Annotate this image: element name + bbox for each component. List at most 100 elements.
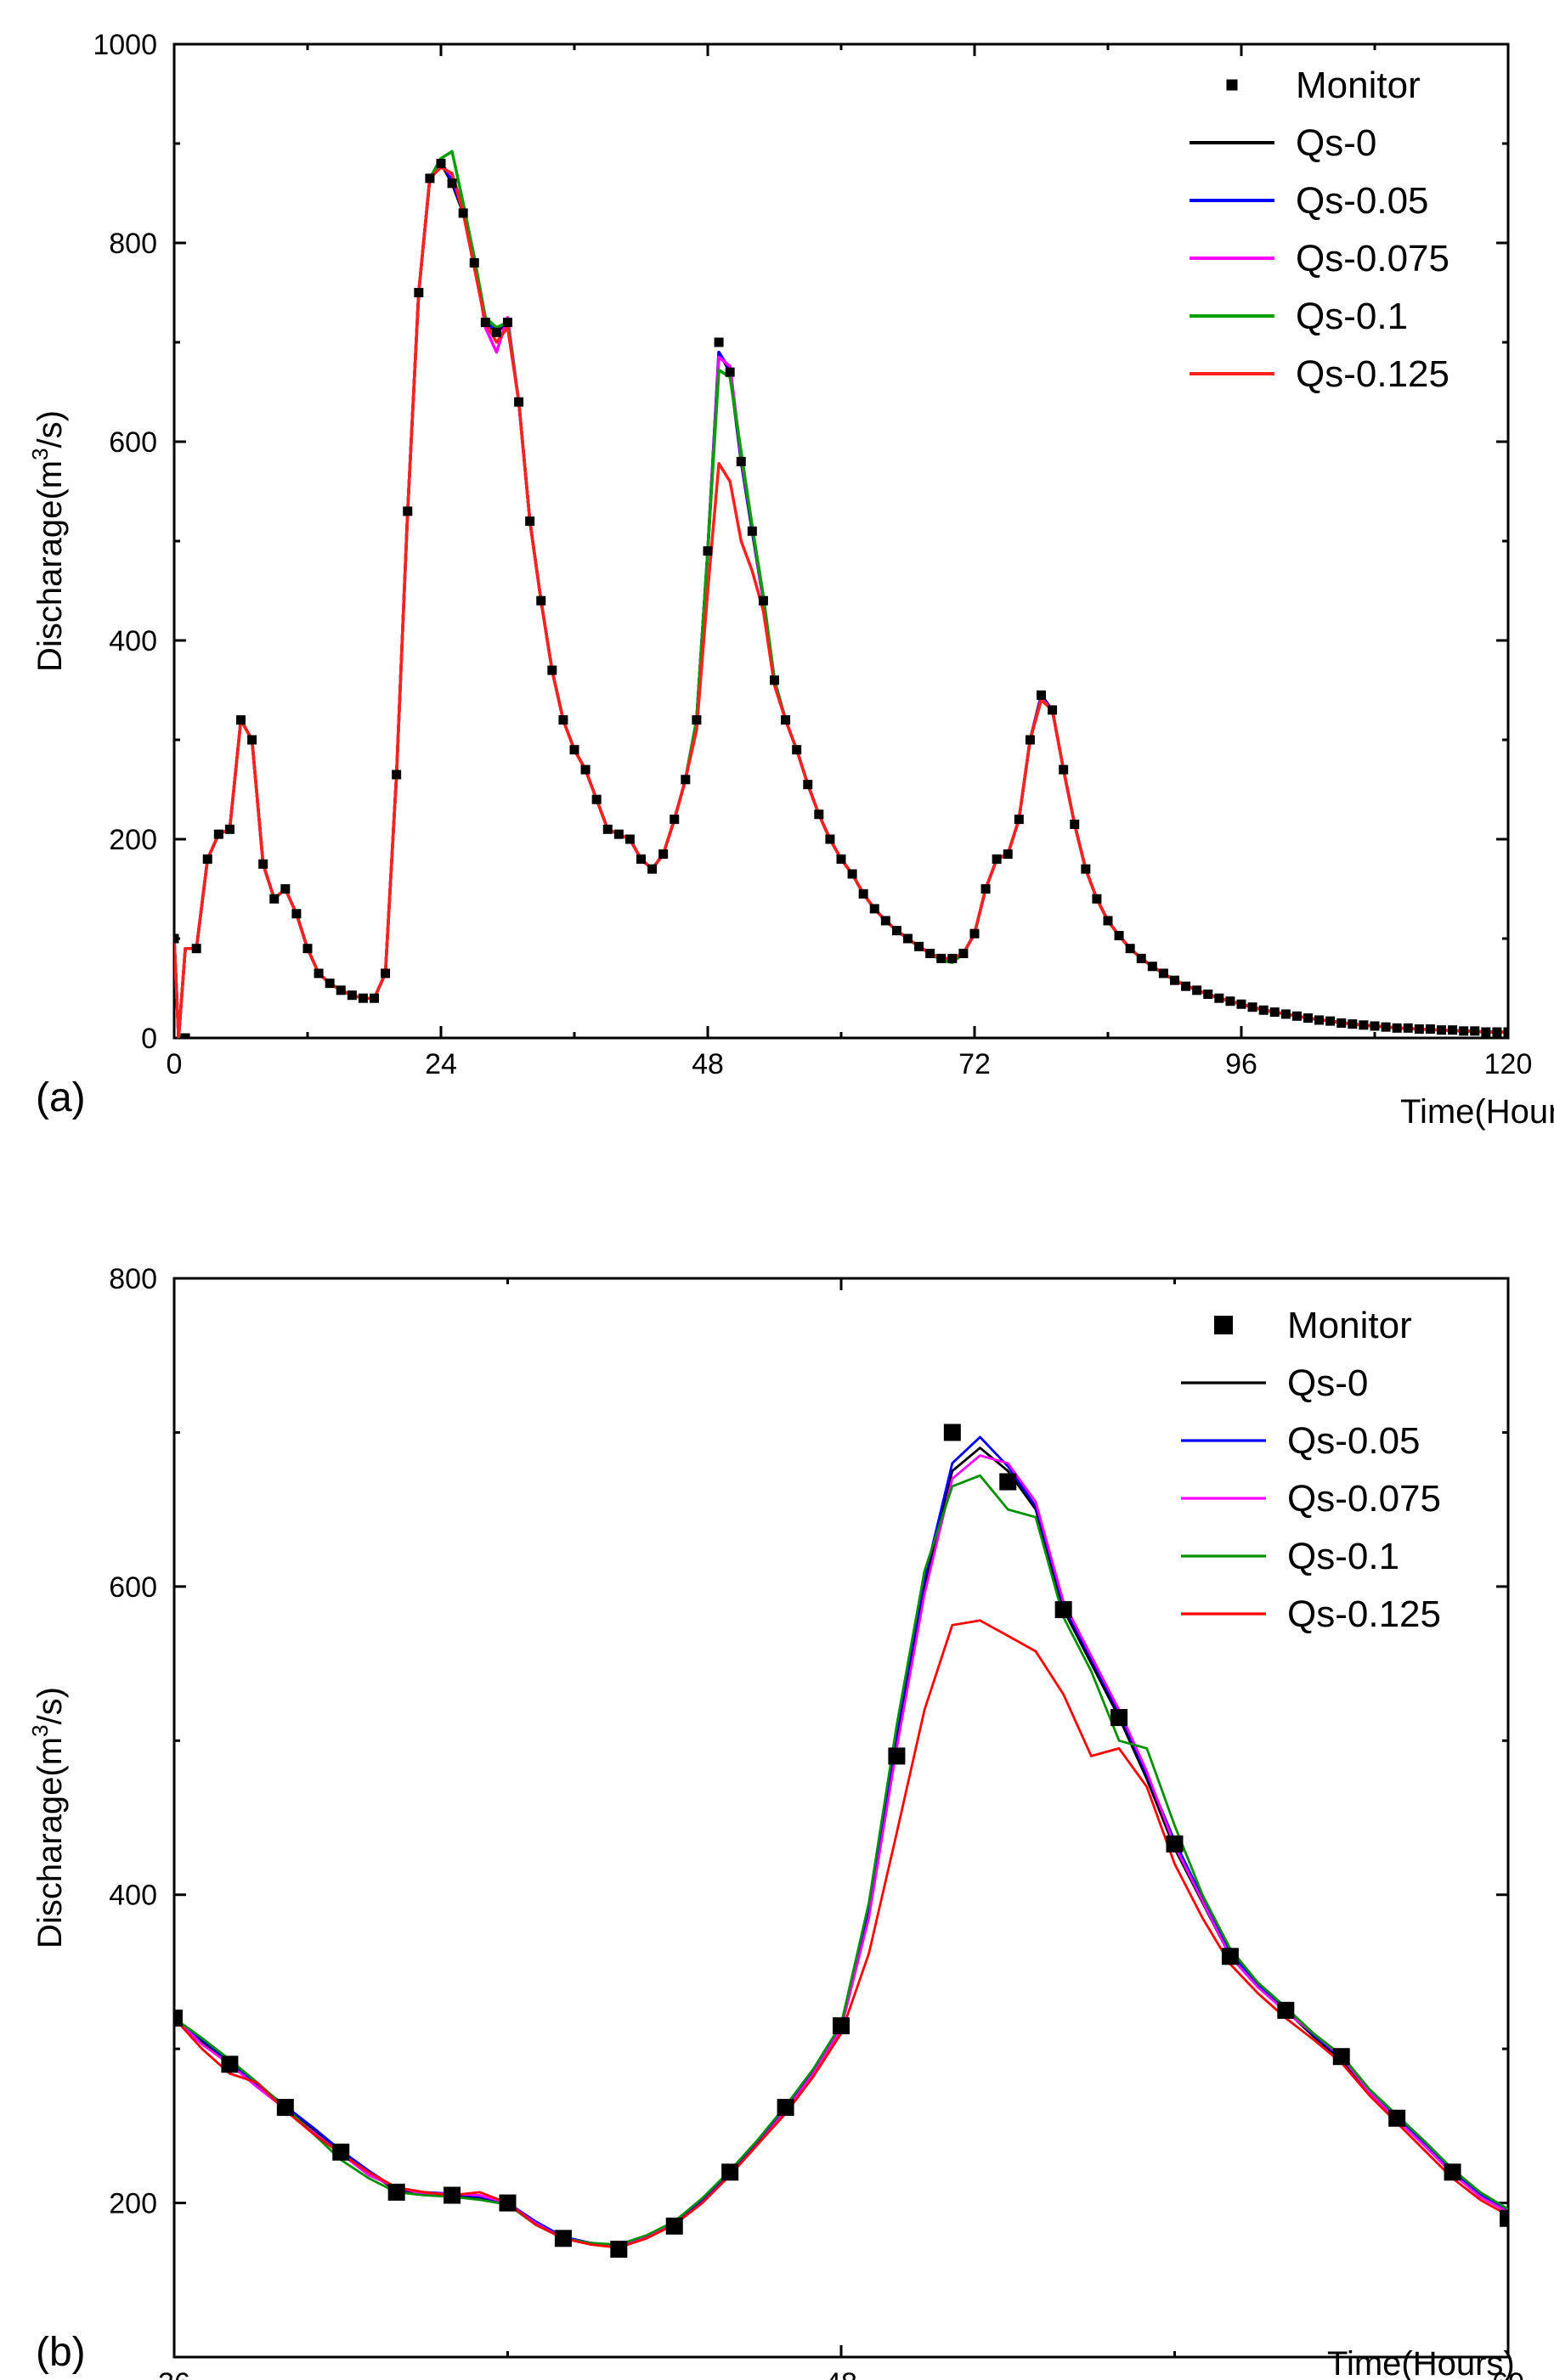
monitor-point xyxy=(803,780,813,790)
monitor-point xyxy=(758,595,768,606)
x-tick-label: 48 xyxy=(692,1048,724,1080)
monitor-point xyxy=(1247,1002,1257,1012)
monitor-point xyxy=(1503,1027,1508,1037)
monitor-point xyxy=(1092,894,1102,904)
legend-label: Qs-0.05 xyxy=(1296,180,1429,222)
monitor-point xyxy=(777,2099,794,2117)
monitor-point xyxy=(1325,1016,1336,1026)
monitor-point xyxy=(1470,1026,1480,1036)
monitor-point xyxy=(387,2183,405,2201)
y-tick-label: 600 xyxy=(109,1571,157,1604)
monitor-point xyxy=(269,894,280,904)
monitor-point xyxy=(213,829,223,839)
legend-label: Qs-0.075 xyxy=(1287,1478,1441,1520)
monitor-point xyxy=(1114,930,1124,940)
x-tick-label: 24 xyxy=(425,1048,457,1080)
x-tick-label: 36 xyxy=(158,2367,190,2380)
legend-marker-monitor xyxy=(1214,1316,1233,1334)
monitor-point xyxy=(247,735,257,745)
chart-a: 0 24 48 72 96 120 0 200 400 600 800 1000 Discharage(… xyxy=(27,29,1554,1131)
monitor-point xyxy=(1459,1026,1469,1036)
monitor-point xyxy=(1192,985,1202,995)
monitor-point xyxy=(1025,735,1035,745)
monitor-point xyxy=(314,968,324,979)
monitor-point xyxy=(1037,690,1046,700)
monitor-point xyxy=(180,1033,190,1038)
monitor-point xyxy=(833,2016,850,2034)
monitor-point xyxy=(1392,1023,1402,1033)
monitor-point xyxy=(1221,1948,1239,1965)
monitor-point xyxy=(499,2194,517,2212)
monitor-point xyxy=(1414,1024,1424,1034)
monitor-point xyxy=(1303,1013,1313,1024)
monitor-point xyxy=(1444,2163,1461,2181)
monitor-point xyxy=(1081,864,1091,874)
monitor-point xyxy=(999,1473,1017,1491)
panel-label: (b) xyxy=(36,2330,86,2375)
monitor-point xyxy=(358,993,368,1003)
monitor-point xyxy=(291,909,302,919)
monitor-point xyxy=(425,173,435,183)
monitor-point xyxy=(1336,1018,1347,1028)
monitor-point xyxy=(891,926,901,936)
monitor-point xyxy=(943,1424,961,1441)
monitor-point xyxy=(569,745,579,755)
monitor-point xyxy=(1437,1025,1446,1035)
monitor-point xyxy=(403,506,413,516)
monitor-point xyxy=(992,854,1002,864)
legend-label: Qs-0.125 xyxy=(1296,353,1449,395)
y-tick-label: 200 xyxy=(109,824,157,856)
monitor-point xyxy=(721,2163,739,2181)
monitor-point xyxy=(1214,993,1224,1003)
monitor-point xyxy=(302,944,313,954)
monitor-point xyxy=(903,933,913,944)
monitor-point xyxy=(613,829,624,839)
monitor-point xyxy=(714,337,724,347)
monitor-point xyxy=(1158,968,1168,979)
monitor-point xyxy=(1070,819,1080,829)
legend-label: Monitor xyxy=(1287,1305,1412,1346)
x-tick-label: 48 xyxy=(825,2367,857,2380)
monitor-point xyxy=(591,794,602,804)
monitor-point xyxy=(503,318,512,328)
monitor-point xyxy=(370,993,379,1003)
y-tick-label: 400 xyxy=(109,625,157,657)
monitor-point xyxy=(1166,1835,1184,1853)
monitor-point xyxy=(1492,1027,1502,1037)
monitor-point xyxy=(703,546,713,556)
monitor-point xyxy=(888,1747,906,1765)
monitor-point xyxy=(258,859,268,869)
monitor-point xyxy=(980,884,991,894)
monitor-point xyxy=(681,775,691,785)
monitor-point xyxy=(665,2217,683,2235)
legend-label: Qs-0.075 xyxy=(1296,238,1449,279)
series-group xyxy=(174,149,1508,1038)
monitor-point xyxy=(580,764,591,775)
monitor-point xyxy=(858,888,868,899)
legend-label: Monitor xyxy=(1296,65,1421,106)
monitor-point xyxy=(1136,953,1146,963)
monitor-point xyxy=(1403,1023,1413,1033)
x-tick-label: 120 xyxy=(1484,1048,1533,1080)
x-tick-label: 72 xyxy=(958,1048,991,1080)
monitor-point xyxy=(936,953,947,963)
legend-marker-monitor xyxy=(1226,79,1238,91)
monitor-point xyxy=(480,318,490,328)
monitor-point xyxy=(1048,705,1058,715)
monitor-point xyxy=(770,675,779,685)
monitor-point xyxy=(925,949,935,959)
monitor-point xyxy=(491,327,501,337)
monitor-point xyxy=(1388,2109,1406,2127)
monitor-point xyxy=(414,288,424,297)
monitor-point xyxy=(444,2186,461,2204)
monitor-point xyxy=(947,953,958,963)
monitor-point xyxy=(469,257,479,268)
legend: Monitor Qs-0 Qs-0.05 Qs-0.075 Qs-0.1 Qs-0.125 xyxy=(1190,65,1449,395)
monitor-point xyxy=(602,824,613,834)
monitor-point xyxy=(514,397,524,407)
monitor-point xyxy=(1110,1709,1128,1727)
monitor-point xyxy=(1359,1020,1369,1030)
monitor-point xyxy=(1003,849,1013,860)
